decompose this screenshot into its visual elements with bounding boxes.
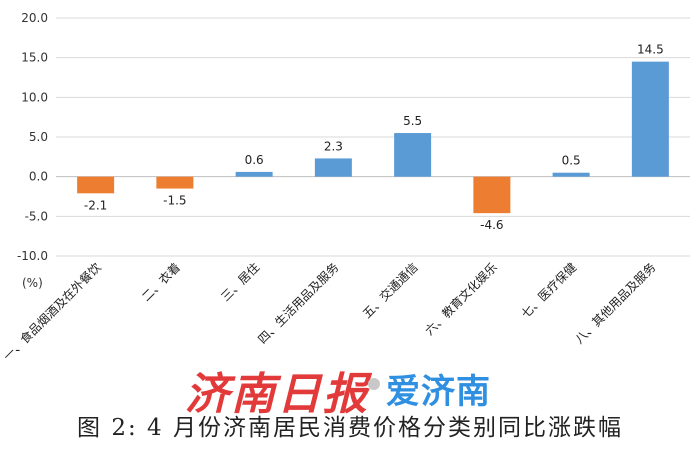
y-tick-label-4: 0.0 <box>29 170 48 184</box>
category-label-1: 二、衣着 <box>138 260 183 305</box>
data-labels: -2.1 -1.5 0.6 2.3 5.5 -4.6 0.5 14.5 <box>84 43 664 233</box>
y-tick-label-3: 5.0 <box>29 130 48 144</box>
bar-5 <box>473 176 511 214</box>
y-tick-label-1: 15.0 <box>21 51 48 65</box>
y-tick-label-2: 10.0 <box>21 90 48 104</box>
app-logo: 爱济南 <box>386 372 491 412</box>
figure-caption: 图 2: 4 月份济南居民消费价格分类别同比涨跌幅 <box>77 415 623 441</box>
bar-1 <box>156 176 194 189</box>
data-label-3: 2.3 <box>324 139 343 153</box>
y-axis-unit-label: (%) <box>22 276 43 290</box>
data-label-1: -1.5 <box>163 194 186 208</box>
data-label-0: -2.1 <box>84 198 107 212</box>
category-label-2: 三、居住 <box>218 260 262 304</box>
category-label-7: 八、其他用品及服务 <box>572 260 659 347</box>
bar-4 <box>394 133 432 177</box>
data-label-5: -4.6 <box>480 218 503 232</box>
category-label-0: 一、食品烟酒及在外餐饮 <box>0 260 104 364</box>
bar-3 <box>314 158 352 177</box>
data-label-2: 0.6 <box>245 153 264 167</box>
newspaper-logo: 济南日报 <box>185 369 369 420</box>
gridlines <box>56 17 690 257</box>
bar-7 <box>631 61 669 177</box>
category-labels: 一、食品烟酒及在外餐饮 二、衣着 三、居住四、生活用品及服务 五、交通通信 六、教育文化… <box>0 260 658 364</box>
data-label-4: 5.5 <box>403 114 422 128</box>
bars <box>77 61 669 214</box>
bar-0 <box>77 176 115 194</box>
y-axis-ticks: 20.0 15.0 10.0 5.0 0.0 -5.0 -10.0 <box>17 11 48 263</box>
y-tick-label-0: 20.0 <box>21 11 48 25</box>
category-label-5: 六、教育文化娱乐 <box>421 260 499 338</box>
y-tick-label-6: -10.0 <box>17 249 48 263</box>
bar-2 <box>235 171 273 177</box>
category-label-4: 五、交通通信 <box>359 260 421 322</box>
bar-6 <box>552 172 590 177</box>
category-label-3: 四、生活用品及服务 <box>255 260 342 347</box>
data-label-7: 14.5 <box>637 43 664 57</box>
data-label-6: 0.5 <box>562 154 581 168</box>
logo-separator-dot <box>368 378 380 390</box>
category-label-6: 七、医疗保健 <box>518 260 579 321</box>
y-tick-label-5: -5.0 <box>25 209 48 223</box>
